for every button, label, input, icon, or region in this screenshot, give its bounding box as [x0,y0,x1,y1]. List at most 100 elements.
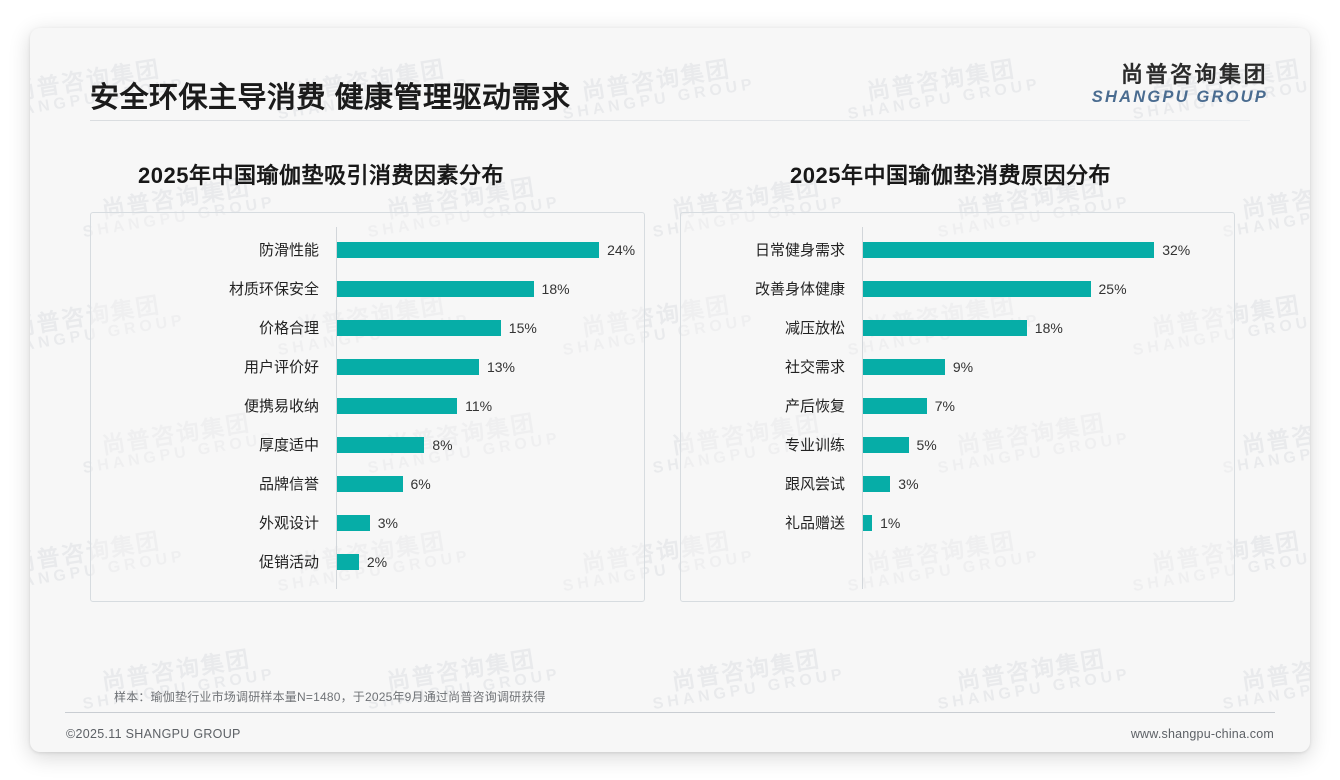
bar-row: 品牌信誉 6% [91,464,644,503]
bar [337,436,425,453]
bar-row: 跟风尝试 3% [681,464,1234,503]
bar [337,319,501,336]
slide-footer: ©2025.11 SHANGPU GROUP www.shangpu-china… [30,712,1310,752]
bar-category-label: 防滑性能 [258,242,319,259]
bar-value-label: 3% [898,475,919,492]
chart-block-consumption-factors: 2025年中国瑜伽垫吸引消费因素分布 防滑性能 24% 材质环保安全 18% 价格合理 1… [90,158,645,602]
bar [863,358,945,375]
bar-value-label: 24% [607,241,636,258]
page-title: 安全环保主导消费 健康管理驱动需求 [90,82,571,114]
bar-value-label: 3% [377,514,398,531]
logo-english-text: SHANGPU GROUP [1091,88,1268,107]
bar-container: 2% [337,542,638,581]
chart-title-left: 2025年中国瑜伽垫吸引消费因素分布 [138,163,504,188]
bar-container: 9% [863,347,1228,386]
header-divider [90,120,1250,121]
footer-copyright: ©2025.11 SHANGPU GROUP [66,727,241,741]
watermark-chinese: 尚普咨询集团 [955,645,1108,695]
bar-category-label: 品牌信誉 [258,476,319,493]
bar-row: 防滑性能 24% [91,230,644,269]
bar-category-label: 外观设计 [258,515,319,532]
bar-container: 11% [337,386,638,425]
bar-container: 25% [863,269,1228,308]
bar-category-label: 材质环保安全 [228,281,319,298]
bar-container: 7% [863,386,1228,425]
bar-category-label: 礼品赠送 [784,515,845,532]
bar [337,241,600,258]
bar-category-label: 跟风尝试 [784,476,845,493]
bar-value-label: 6% [410,475,431,492]
bar-container: 8% [337,425,638,464]
bar-container: 18% [863,308,1228,347]
bar-row: 专业训练 5% [681,425,1234,464]
bar-row: 改善身体健康 25% [681,269,1234,308]
chart-block-consumption-reasons: 2025年中国瑜伽垫消费原因分布 日常健身需求 32% 改善身体健康 25% 减压放松 1… [680,158,1235,602]
bar-row: 社交需求 9% [681,347,1234,386]
bar [337,553,359,570]
bar [337,475,403,492]
bar-category-label: 产后恢复 [784,398,845,415]
bar-container: 32% [863,230,1228,269]
chart-title-right: 2025年中国瑜伽垫消费原因分布 [790,163,1111,188]
axis-line-left [336,227,337,589]
bar-container: 18% [337,269,638,308]
brand-logo: 尚普咨询集团 SHANGPU GROUP [1092,62,1268,108]
bar-value-label: 18% [541,280,570,297]
bar-category-label: 减压放松 [784,320,845,337]
bar-category-label: 厚度适中 [258,437,319,454]
bar-row: 减压放松 18% [681,308,1234,347]
bar [337,514,370,531]
bar-row: 礼品赠送 1% [681,503,1234,542]
source-footnote: 样本：瑜伽垫行业市场调研样本量N=1480，于2025年9月通过尚普咨询调研获得 [114,690,546,704]
footer-website: www.shangpu-china.com [1130,727,1274,741]
bar-category-label: 专业训练 [784,437,845,454]
plot-area-right: 日常健身需求 32% 改善身体健康 25% 减压放松 18% 社交需求 9% 产后恢复 7% 专业训… [681,213,1234,601]
bar-value-label: 25% [1098,280,1127,297]
bar-category-label: 价格合理 [258,320,319,337]
bar-value-label: 7% [934,397,955,414]
bar [863,241,1155,258]
bar-category-label: 用户评价好 [243,359,319,376]
watermark-english: SHANGPU GROUP [1221,666,1310,714]
charts-container: 2025年中国瑜伽垫吸引消费因素分布 防滑性能 24% 材质环保安全 18% 价格合理 1… [30,158,1310,602]
bar-row: 便携易收纳 11% [91,386,644,425]
bar-category-label: 便携易收纳 [243,398,319,415]
slide-card: 尚普咨询集团 SHANGPU GROUP 尚普咨询集团 SHANGPU GROUP 尚普… [30,28,1310,752]
axis-line-right [862,227,863,589]
bar-container: 5% [863,425,1228,464]
bar-container: 15% [337,308,638,347]
bar-category-label: 社交需求 [784,359,845,376]
bar-container: 3% [337,503,638,542]
bar-rows-right: 日常健身需求 32% 改善身体健康 25% 减压放松 18% 社交需求 9% 产后恢复 7% 专业训… [681,230,1234,542]
bar-container: 1% [863,503,1228,542]
bar [337,358,479,375]
bar-category-label: 促销活动 [258,554,319,571]
watermark-english: SHANGPU GROUP [936,665,1133,714]
bar [863,319,1027,336]
plot-area-left: 防滑性能 24% 材质环保安全 18% 价格合理 15% 用户评价好 13% 便携易收纳 11% 厚… [91,213,644,601]
bar-value-label: 13% [486,358,515,375]
bar-container: 13% [337,347,638,386]
bar-value-label: 8% [432,436,453,453]
bar [863,397,927,414]
bar-row: 日常健身需求 32% [681,230,1234,269]
bar-value-label: 18% [1034,319,1063,336]
bar [863,280,1091,297]
bar-category-label: 日常健身需求 [754,242,845,259]
bar-row: 外观设计 3% [91,503,644,542]
bar-value-label: 9% [952,358,974,375]
bar-value-label: 32% [1162,241,1191,258]
footer-divider [65,712,1275,713]
bar [337,280,534,297]
bar-value-label: 15% [508,319,537,336]
watermark-english: SHANGPU GROUP [651,665,848,714]
bar-container: 24% [337,230,638,269]
bar-row: 促销活动 2% [91,542,644,581]
bar-row: 价格合理 15% [91,308,644,347]
bar-row: 用户评价好 13% [91,347,644,386]
logo-chinese-text: 尚普咨询集团 [1120,62,1268,87]
bar-value-label: 2% [366,553,388,570]
